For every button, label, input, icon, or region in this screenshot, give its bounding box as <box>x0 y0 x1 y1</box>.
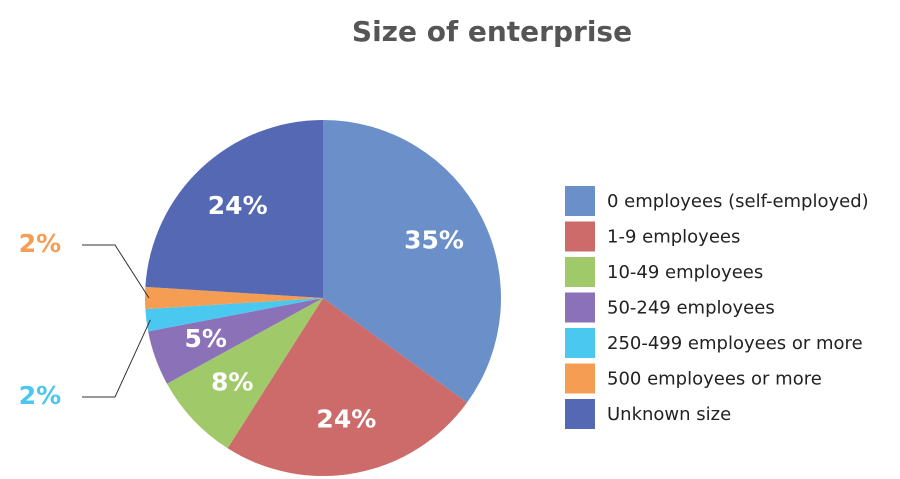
pie-slice <box>323 120 501 403</box>
slice-label: 24% <box>316 404 376 433</box>
slice-label: 24% <box>208 191 268 220</box>
legend-swatch <box>565 292 595 323</box>
legend-label: 500 employees or more <box>607 369 822 390</box>
pie-slice <box>167 298 323 449</box>
slice-label: 35% <box>404 225 464 254</box>
slice-label: 8% <box>211 367 253 396</box>
legend-label: 250-499 employees or more <box>607 333 863 354</box>
legend-label: 0 employees (self-employed) <box>607 191 869 212</box>
pie-slice <box>227 298 468 476</box>
legend-swatch <box>565 186 595 216</box>
pie-slice <box>145 298 323 332</box>
legend-label: 1-9 employees <box>607 227 740 248</box>
slice-label: 2% <box>19 381 61 410</box>
legend-swatch <box>565 221 595 252</box>
legend-swatch <box>565 399 595 429</box>
legend-label: 50-249 employees <box>607 298 775 319</box>
slice-label: 2% <box>19 229 61 258</box>
slice-label: 5% <box>185 324 227 353</box>
pie-slice <box>145 120 323 298</box>
legend-swatch <box>565 257 595 287</box>
legend-swatch <box>565 328 595 358</box>
legend-label: Unknown size <box>607 404 731 425</box>
legend-swatch <box>565 363 595 394</box>
leader-line <box>82 244 150 299</box>
chart-title: Size of enterprise <box>352 15 632 48</box>
leader-line <box>82 319 151 398</box>
pie-slice <box>148 298 323 384</box>
legend-label: 10-49 employees <box>607 262 763 283</box>
pie-slice <box>145 286 323 310</box>
